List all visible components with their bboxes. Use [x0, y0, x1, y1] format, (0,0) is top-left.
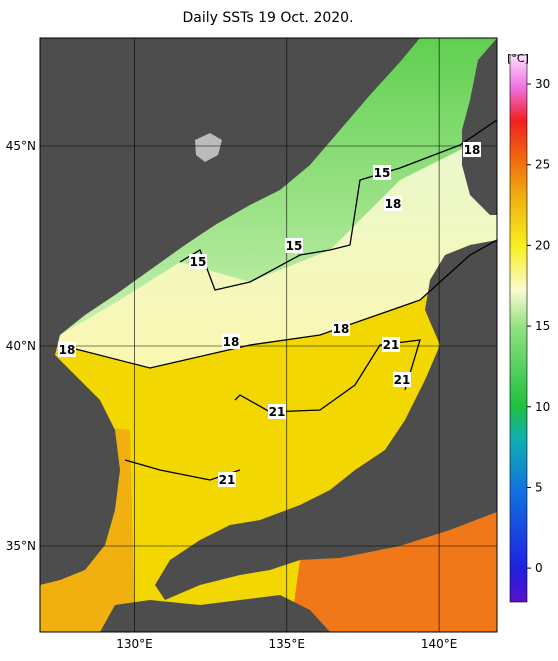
contour-label: 15 [286, 239, 303, 253]
contour-label-bg [382, 337, 400, 352]
contour-label-bg [373, 165, 391, 180]
x-tick-label: 130°E [116, 637, 153, 651]
contour-15 [179, 119, 497, 291]
graticule [40, 38, 497, 632]
contour-label: 18 [59, 343, 76, 357]
contour-label: 21 [394, 373, 411, 387]
colorbar [509, 54, 528, 603]
contour-label: 15 [374, 166, 391, 180]
x-tick-label: 140°E [421, 637, 458, 651]
colorbar-tick-label: 25 [535, 158, 550, 172]
contour-label: 18 [464, 143, 481, 157]
colorbar-tick-label: 30 [535, 77, 550, 91]
contour-label-bg [393, 372, 411, 387]
hokkaido [462, 38, 497, 215]
contour-label-bg [218, 472, 236, 487]
colorbar-tick-label: 5 [535, 480, 543, 494]
sakhalin-lake [195, 133, 222, 162]
map-frame [39, 37, 498, 633]
southwest-islands [100, 595, 330, 632]
contour-label: 15 [190, 255, 207, 269]
colorbar-tick-label: 15 [535, 319, 550, 333]
contour-18 [59, 239, 497, 369]
contour-label-bg [58, 342, 76, 357]
contour-label-bg [332, 321, 350, 336]
contour-label: 18 [333, 322, 350, 336]
contour-label-bg [285, 238, 303, 253]
colorbar-tick-label: 10 [535, 400, 550, 414]
contour-21 [234, 339, 421, 413]
y-tick-label: 35°N [6, 539, 36, 553]
contour-label-bg [463, 142, 481, 157]
contour-labels: 15 15 15 18 18 18 18 18 21 21 21 21 [58, 142, 481, 487]
x-tick-label: 135°E [269, 637, 306, 651]
contour-label: 21 [383, 338, 400, 352]
contour-label-bg [189, 254, 207, 269]
axes: 130°E 135°E 140°E 35°N 40°N 45°N 0 5 10 15 20 25 30 [6, 77, 551, 651]
contour-label: 18 [223, 335, 240, 349]
contour-label: 21 [269, 405, 286, 419]
colorbar-unit: [°C] [507, 52, 529, 65]
contour-label-bg [268, 404, 286, 419]
pacific-sea [290, 512, 497, 632]
colorbar-tick-label: 0 [535, 561, 543, 575]
contour-label: 21 [219, 473, 236, 487]
continent [40, 38, 420, 585]
honshu [155, 240, 497, 600]
contour-label-bg [384, 196, 402, 211]
y-tick-label: 45°N [6, 139, 36, 153]
contour-label-bg [222, 334, 240, 349]
y-tick-label: 40°N [6, 339, 36, 353]
title: Daily SSTs 19 Oct. 2020. [182, 10, 353, 26]
map-body: 15 15 15 18 18 18 18 18 21 21 21 21 [40, 38, 497, 632]
colorbar-tick-label: 20 [535, 238, 550, 252]
contour-label: 18 [385, 197, 402, 211]
